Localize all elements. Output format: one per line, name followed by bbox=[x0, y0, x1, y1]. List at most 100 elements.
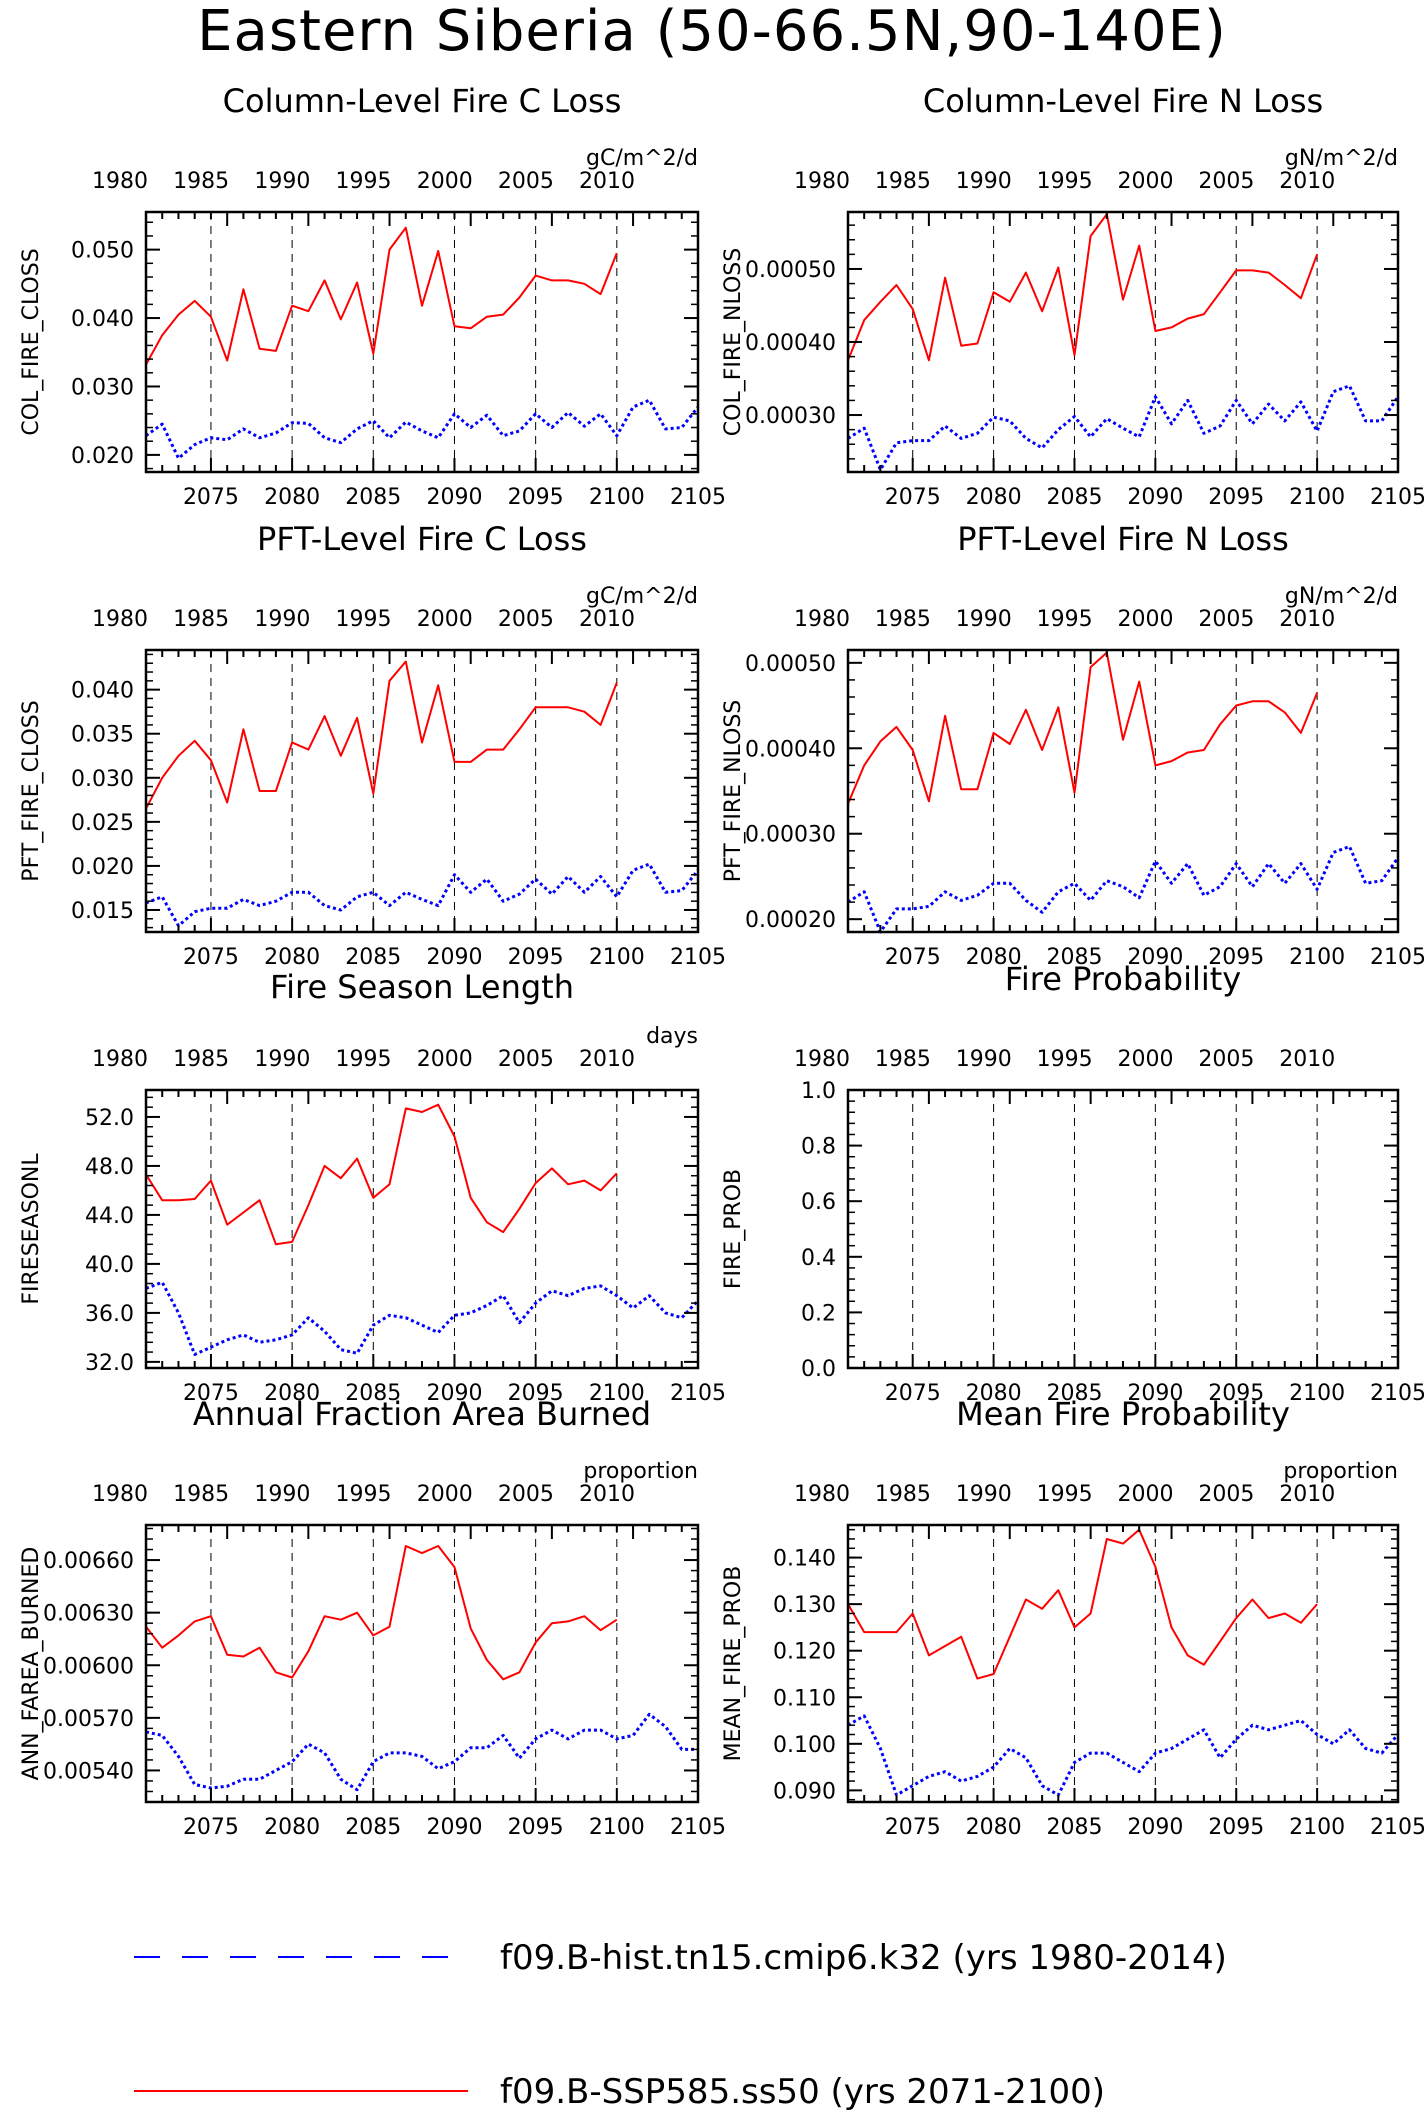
series-line-hist bbox=[145, 1712, 698, 1792]
top-tick-label-1980: 1980 bbox=[794, 169, 850, 194]
y-tick-label: 0.020 bbox=[71, 855, 134, 880]
bottom-tick-label-2100: 2100 bbox=[589, 1381, 645, 1406]
chart-ylabel: PFT_FIRE_NLOSS bbox=[721, 700, 746, 882]
chart-units: proportion bbox=[1283, 1459, 1398, 1484]
y-tick-label: 0.030 bbox=[71, 767, 134, 792]
bottom-tick-label-2085: 2085 bbox=[1046, 485, 1102, 510]
top-tick-label-1990: 1990 bbox=[254, 1482, 310, 1507]
y-tick-label: 0.040 bbox=[71, 679, 134, 704]
bottom-tick-label-2105: 2105 bbox=[1370, 1381, 1424, 1406]
top-tick-label-2000: 2000 bbox=[1118, 169, 1174, 194]
y-tick-label: 0.4 bbox=[801, 1246, 836, 1271]
series-line-hist bbox=[145, 1280, 700, 1356]
bottom-tick-label-2095: 2095 bbox=[1208, 945, 1264, 970]
top-tick-label-2010: 2010 bbox=[1279, 1482, 1335, 1507]
chart-panel-col_fire_nloss: Column-Level Fire N Loss gN/m^2/d COL_FIRE… bbox=[721, 82, 1424, 510]
bottom-tick-label-2075: 2075 bbox=[183, 1381, 239, 1406]
top-tick-label-2005: 2005 bbox=[1198, 1482, 1254, 1507]
bottom-tick-label-2075: 2075 bbox=[885, 1815, 941, 1840]
y-tick-label: 0.00020 bbox=[745, 908, 836, 933]
top-tick-label-1985: 1985 bbox=[173, 607, 229, 632]
legend-hist-label: f09.B-hist.tn15.cmip6.k32 (yrs 1980-2014… bbox=[500, 1938, 1227, 1978]
top-tick-label-2005: 2005 bbox=[1198, 607, 1254, 632]
bottom-tick-label-2105: 2105 bbox=[1370, 485, 1424, 510]
top-tick-label-2010: 2010 bbox=[1279, 607, 1335, 632]
top-tick-label-2005: 2005 bbox=[498, 1047, 554, 1072]
bottom-tick-label-2105: 2105 bbox=[1370, 1815, 1424, 1840]
chart-units: gN/m^2/d bbox=[1285, 146, 1398, 171]
top-tick-label-2005: 2005 bbox=[1198, 169, 1254, 194]
top-tick-label-1995: 1995 bbox=[1037, 169, 1093, 194]
series-line-ssp bbox=[847, 1528, 1318, 1680]
y-tick-label: 0.2 bbox=[801, 1301, 836, 1326]
bottom-tick-label-2075: 2075 bbox=[183, 1815, 239, 1840]
top-tick-label-2010: 2010 bbox=[1279, 169, 1335, 194]
chart-panel-pft_fire_closs: PFT-Level Fire C Loss gC/m^2/d PFT_FIRE_CL… bbox=[19, 520, 726, 970]
bottom-tick-label-2090: 2090 bbox=[1127, 1815, 1183, 1840]
bottom-tick-label-2090: 2090 bbox=[426, 1381, 482, 1406]
top-tick-label-2000: 2000 bbox=[1118, 607, 1174, 632]
chart-title: Fire Season Length bbox=[270, 968, 574, 1006]
top-tick-label-1980: 1980 bbox=[794, 1482, 850, 1507]
y-tick-label: 0.00660 bbox=[43, 1549, 134, 1574]
y-tick-label: 0.00050 bbox=[745, 652, 836, 677]
top-tick-label-1995: 1995 bbox=[1037, 607, 1093, 632]
chart-title: Fire Probability bbox=[1005, 960, 1241, 998]
top-tick-label-2005: 2005 bbox=[498, 169, 554, 194]
y-tick-label: 0.030 bbox=[71, 375, 134, 400]
series-line-ssp bbox=[847, 213, 1319, 362]
bottom-tick-label-2085: 2085 bbox=[1046, 1381, 1102, 1406]
bottom-tick-label-2090: 2090 bbox=[426, 485, 482, 510]
chart-ylabel: PFT_FIRE_CLOSS bbox=[19, 700, 44, 881]
y-tick-label: 0.110 bbox=[773, 1686, 836, 1711]
top-tick-label-1985: 1985 bbox=[875, 607, 931, 632]
top-tick-label-1995: 1995 bbox=[336, 607, 392, 632]
y-tick-label: 0.00600 bbox=[43, 1654, 134, 1679]
series-line-hist bbox=[847, 1714, 1400, 1797]
bottom-tick-label-2100: 2100 bbox=[1289, 1815, 1345, 1840]
bottom-tick-label-2100: 2100 bbox=[589, 1815, 645, 1840]
top-tick-label-2000: 2000 bbox=[417, 1047, 473, 1072]
bottom-tick-label-2105: 2105 bbox=[1370, 945, 1424, 970]
top-tick-label-1985: 1985 bbox=[875, 1047, 931, 1072]
plot-frame bbox=[144, 1523, 700, 1804]
bottom-tick-label-2075: 2075 bbox=[183, 485, 239, 510]
bottom-tick-label-2095: 2095 bbox=[1208, 1381, 1264, 1406]
chart-panel-mean_fire_prob: Mean Fire Probability proportion MEAN_FIRE… bbox=[721, 1395, 1424, 1840]
chart-title: Mean Fire Probability bbox=[956, 1395, 1290, 1433]
y-tick-label: 0.120 bbox=[773, 1640, 836, 1665]
page-title: Eastern Siberia (50-66.5N,90-140E) bbox=[197, 0, 1227, 64]
top-tick-label-1990: 1990 bbox=[956, 607, 1012, 632]
series-line-hist bbox=[145, 398, 700, 460]
chart-units: gC/m^2/d bbox=[586, 584, 698, 609]
top-tick-label-1990: 1990 bbox=[956, 169, 1012, 194]
bottom-tick-label-2105: 2105 bbox=[670, 945, 726, 970]
y-tick-label: 0.130 bbox=[773, 1593, 836, 1618]
bottom-tick-label-2100: 2100 bbox=[1289, 1381, 1345, 1406]
bottom-tick-label-2075: 2075 bbox=[183, 945, 239, 970]
chart-units: days bbox=[646, 1024, 698, 1049]
top-tick-label-1995: 1995 bbox=[336, 1047, 392, 1072]
y-tick-label: 0.00050 bbox=[745, 258, 836, 283]
top-tick-label-1990: 1990 bbox=[956, 1047, 1012, 1072]
y-tick-label: 0.0 bbox=[801, 1357, 836, 1382]
y-tick-label: 0.00030 bbox=[745, 823, 836, 848]
top-tick-label-2010: 2010 bbox=[579, 1047, 635, 1072]
top-tick-label-2005: 2005 bbox=[1198, 1047, 1254, 1072]
y-tick-label: 0.140 bbox=[773, 1547, 836, 1572]
chart-panel-col_fire_closs: Column-Level Fire C Loss gC/m^2/d COL_FIRE… bbox=[19, 82, 726, 510]
top-tick-label-1985: 1985 bbox=[875, 1482, 931, 1507]
chart-title: PFT-Level Fire C Loss bbox=[257, 520, 587, 558]
top-tick-label-1985: 1985 bbox=[173, 1482, 229, 1507]
legend: f09.B-hist.tn15.cmip6.k32 (yrs 1980-2014… bbox=[134, 1938, 1227, 2112]
y-tick-label: 40.0 bbox=[85, 1253, 134, 1278]
series-line-ssp bbox=[145, 1103, 618, 1246]
chart-units: gN/m^2/d bbox=[1285, 584, 1398, 609]
y-tick-label: 1.0 bbox=[801, 1079, 836, 1104]
bottom-tick-label-2085: 2085 bbox=[1046, 945, 1102, 970]
bottom-tick-label-2090: 2090 bbox=[1127, 1381, 1183, 1406]
chart-title: Annual Fraction Area Burned bbox=[193, 1395, 651, 1433]
y-tick-label: 32.0 bbox=[85, 1351, 134, 1376]
chart-panel-fireseasonl: Fire Season Length days FIRESEASONL 2075 208… bbox=[19, 968, 726, 1406]
y-tick-label: 0.090 bbox=[773, 1779, 836, 1804]
